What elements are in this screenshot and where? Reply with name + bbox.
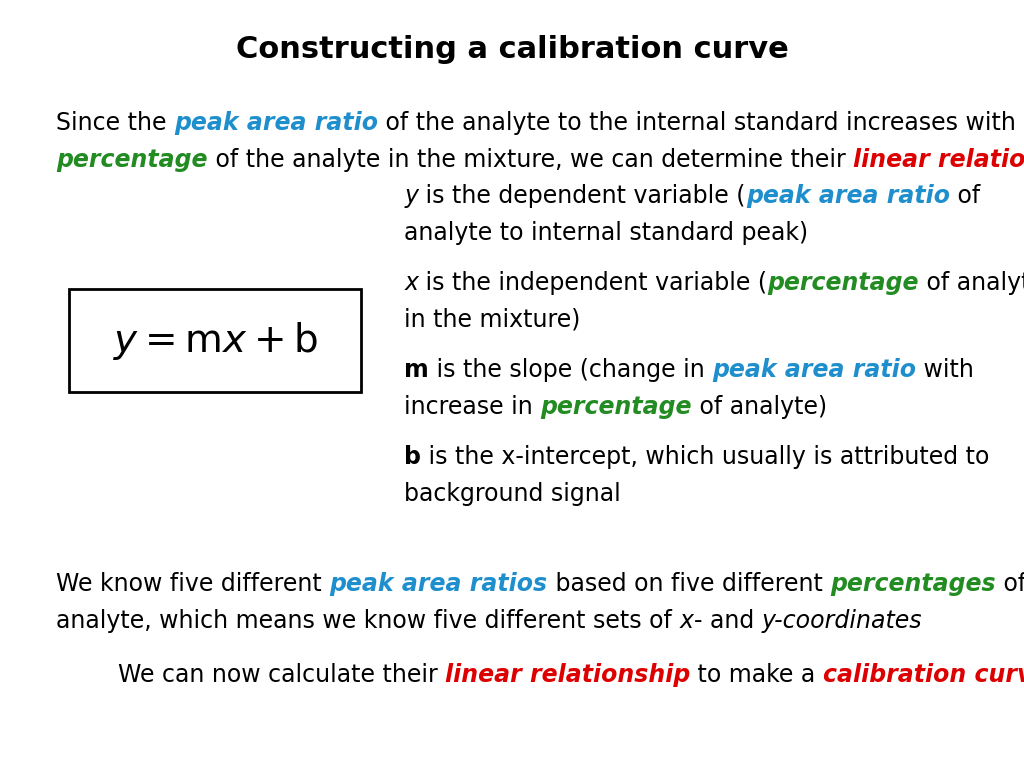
Text: is the dependent variable (: is the dependent variable ( [419,184,745,208]
Text: x: x [680,609,693,633]
Text: of analyte): of analyte) [692,395,827,419]
Text: is the x-intercept, which usually is attributed to: is the x-intercept, which usually is att… [422,445,990,468]
Text: of the analyte in the mixture, we can determine their: of the analyte in the mixture, we can de… [208,148,853,172]
Text: based on five different: based on five different [548,572,830,596]
Text: is the independent variable (: is the independent variable ( [419,271,767,295]
Text: background signal: background signal [404,482,622,505]
Text: calibration curve: calibration curve [823,663,1024,687]
Text: peak area ratio: peak area ratio [174,111,378,135]
Text: increase in: increase in [404,395,541,419]
Text: linear relationship: linear relationship [853,148,1024,172]
Text: peak area ratios: peak area ratios [330,572,548,596]
Text: m: m [404,358,429,382]
Text: of analyte: of analyte [919,271,1024,295]
Text: - and: - and [693,609,762,633]
Text: to make a: to make a [690,663,823,687]
Text: x: x [404,271,419,295]
Text: percentage: percentage [541,395,692,419]
Text: of: of [950,184,980,208]
Text: y: y [404,184,419,208]
Text: peak area ratio: peak area ratio [713,358,916,382]
Text: Constructing a calibration curve: Constructing a calibration curve [236,35,788,64]
Text: of: of [995,572,1024,596]
Text: peak area ratio: peak area ratio [745,184,950,208]
Text: y-coordinates: y-coordinates [762,609,922,633]
Text: $y = \mathrm{m}x + \mathrm{b}$: $y = \mathrm{m}x + \mathrm{b}$ [113,319,317,362]
Text: analyte, which means we know five different sets of: analyte, which means we know five differ… [56,609,680,633]
Text: percentages: percentages [830,572,995,596]
Text: percentage: percentage [56,148,208,172]
Text: We can now calculate their: We can now calculate their [118,663,445,687]
Text: of the analyte to the internal standard increases with the: of the analyte to the internal standard … [378,111,1024,135]
Text: b: b [404,445,422,468]
Text: analyte to internal standard peak): analyte to internal standard peak) [404,221,809,245]
Text: We know five different: We know five different [56,572,330,596]
Text: Since the: Since the [56,111,174,135]
Text: with: with [916,358,975,382]
Text: linear relationship: linear relationship [445,663,690,687]
Text: percentage: percentage [767,271,919,295]
Text: is the slope (change in: is the slope (change in [429,358,713,382]
FancyBboxPatch shape [70,289,360,392]
Text: in the mixture): in the mixture) [404,308,581,332]
